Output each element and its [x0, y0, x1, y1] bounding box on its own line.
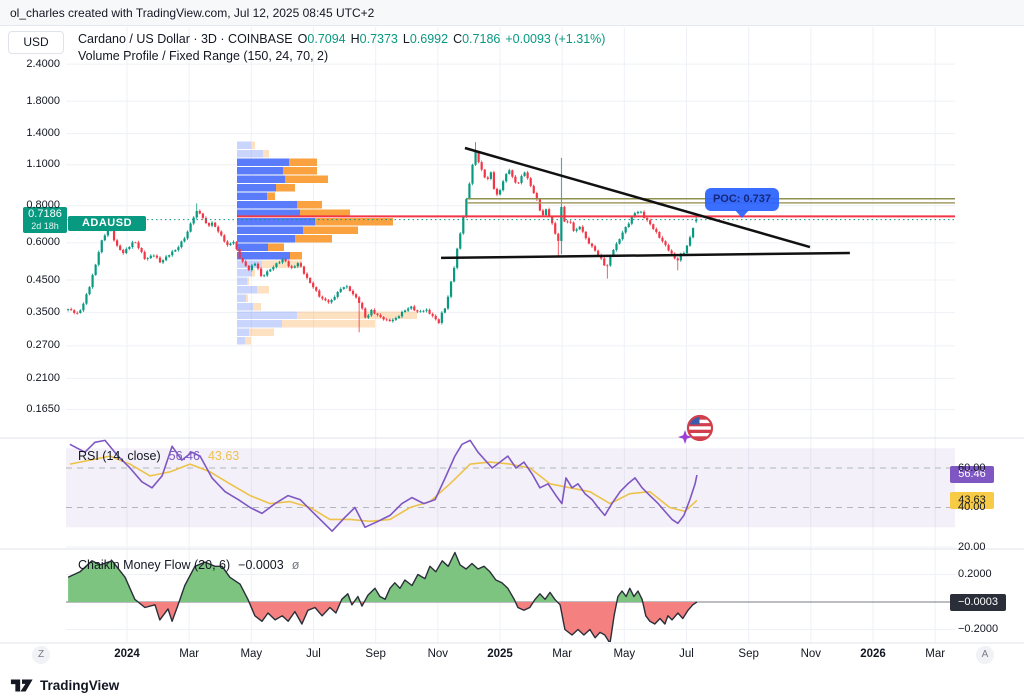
high-label: H: [350, 32, 360, 46]
close-label: C: [453, 32, 463, 46]
current-price-value: 0.7186: [28, 208, 62, 220]
cmf-axis-label: 0.2000: [958, 568, 992, 580]
bar-countdown: 2d 18h: [31, 221, 59, 231]
rsi-axis-label: 60.00: [958, 461, 986, 474]
tradingview-brand-text: TradingView: [40, 677, 120, 693]
high-value: 0.7373: [359, 32, 398, 46]
time-axis-label[interactable]: 2026: [860, 648, 886, 660]
time-axis-label[interactable]: Nov: [427, 648, 449, 660]
price-axis-label: 1.8000: [26, 94, 60, 107]
price-axis-label: 1.4000: [26, 127, 60, 140]
price-axis-label: 0.2100: [26, 371, 60, 384]
price-axis-label: 2.4000: [26, 57, 60, 70]
cmf-legend[interactable]: Chaikin Money Flow (20, 6) −0.0003 ø: [78, 558, 299, 572]
rsi-axis-label: 20.00: [958, 540, 986, 553]
change-value: +0.0093 (+1.31%): [505, 32, 606, 46]
time-axis-label[interactable]: Mar: [179, 648, 200, 660]
time-axis-label[interactable]: Jul: [306, 648, 321, 660]
current-price-axis-badge[interactable]: 0.7186 2d 18h: [23, 207, 67, 233]
rsi-axis-badge: 56.46: [950, 466, 994, 483]
close-value: 0.7186: [462, 32, 501, 46]
rsi-ma-axis-badge: 43.63: [950, 492, 994, 509]
price-axis-label: 0.8000: [26, 199, 60, 212]
rsi-ma-value: 43.63: [207, 449, 240, 463]
autoscale-button[interactable]: A: [976, 646, 994, 664]
time-axis-label[interactable]: May: [613, 648, 636, 660]
time-axis-label[interactable]: 2025: [487, 648, 513, 660]
rsi-value: 56.46: [168, 449, 200, 463]
time-axis-label[interactable]: Mar: [925, 648, 946, 660]
callout-tail: [735, 210, 749, 218]
time-axis-label[interactable]: May: [240, 648, 263, 660]
open-value: 0.7094: [307, 32, 346, 46]
time-axis-label[interactable]: Sep: [738, 648, 759, 660]
price-axis-label: 0.6000: [26, 236, 60, 249]
price-axis-label: 0.3500: [26, 305, 60, 318]
tradingview-footer[interactable]: TradingView: [10, 674, 119, 696]
price-axis-label: 0.2700: [26, 339, 60, 352]
header-attribution: ol_charles created with TradingView.com,…: [0, 0, 1024, 26]
symbol-legend[interactable]: Cardano / US Dollar · 3D · COINBASE O0.7…: [78, 32, 605, 46]
time-axis-label[interactable]: Mar: [552, 648, 573, 660]
currency-toggle-button[interactable]: USD: [8, 31, 64, 54]
poc-callout-bubble[interactable]: POC: 0.737: [705, 188, 779, 218]
price-axis-label: 0.4500: [26, 273, 60, 286]
rsi-title[interactable]: RSI (14, close): [78, 449, 161, 463]
rsi-axis-label: 40.00: [958, 501, 986, 513]
timezone-button[interactable]: Z: [32, 646, 50, 664]
open-label: O: [297, 32, 308, 46]
price-axis-label: 0.1650: [26, 402, 60, 415]
time-axis-label[interactable]: Nov: [800, 648, 822, 660]
cmf-axis-badge: −0.0003: [950, 594, 1006, 611]
time-axis-label[interactable]: 2024: [114, 648, 140, 660]
cmf-axis-label: −0.2000: [958, 623, 999, 635]
low-value: 0.6992: [409, 32, 449, 46]
tradingview-logo-icon: [10, 679, 33, 692]
low-label: L: [402, 32, 410, 46]
price-line-symbol-tag[interactable]: ADAUSD: [68, 216, 146, 231]
rsi-legend[interactable]: RSI (14, close) 56.46 43.63: [78, 449, 239, 463]
cmf-title[interactable]: Chaikin Money Flow (20, 6): [78, 558, 231, 572]
time-axis-label[interactable]: Sep: [365, 648, 386, 660]
eye-toggle-icon[interactable]: ø: [291, 558, 300, 572]
price-axis-label: 1.1000: [26, 158, 60, 171]
cmf-value: −0.0003: [238, 558, 284, 572]
time-axis-label[interactable]: Jul: [679, 648, 694, 660]
symbol-title[interactable]: Cardano / US Dollar · 3D · COINBASE: [78, 32, 293, 46]
us-flag-sticker[interactable]: [678, 414, 714, 444]
indicator-legend-volume-profile[interactable]: Volume Profile / Fixed Range (150, 24, 7…: [78, 49, 329, 63]
poc-callout-text: POC: 0.737: [712, 193, 772, 205]
